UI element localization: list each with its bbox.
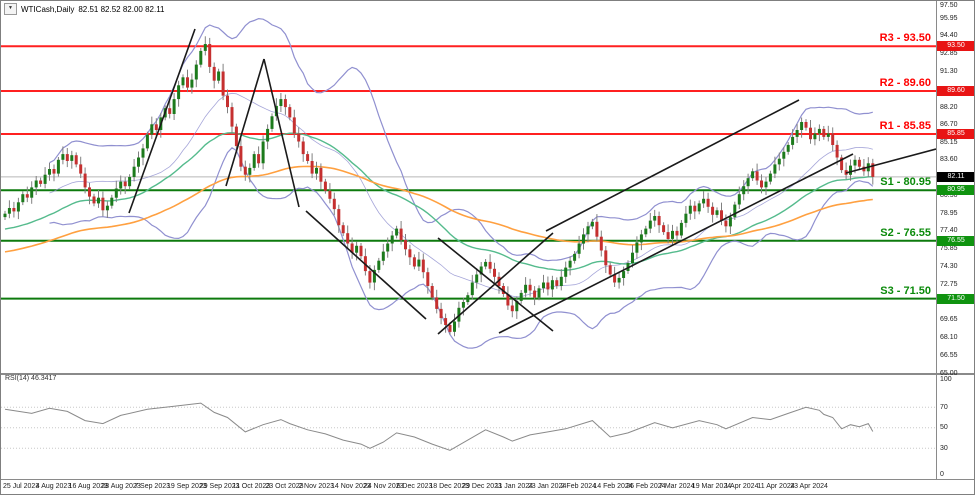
price-tick-label: 72.75 (940, 280, 958, 288)
rsi-tick-label: 70 (940, 403, 948, 411)
price-tick-label: 66.55 (940, 351, 958, 359)
support-price-badge: 80.95 (937, 185, 974, 196)
price-tick-label: 68.10 (940, 334, 958, 342)
ohlc-readout: 82.51 82.52 82.00 82.11 (78, 4, 165, 14)
current-price-badge: 82.11 (937, 171, 974, 182)
level-label-s2: S2 - 76.55 (880, 226, 931, 239)
time-axis-border (1, 479, 974, 480)
time-axis-label: 7 Sep 2023 (134, 483, 170, 490)
price-tick-label: 65.00 (940, 369, 958, 377)
time-axis-label: 26 Feb 2024 (626, 483, 666, 490)
time-axis-label: 14 Nov 2023 (331, 483, 371, 490)
price-tick-label: 74.30 (940, 262, 958, 270)
resistance-price-badge: 89.60 (937, 86, 974, 97)
chevron-down-icon[interactable]: ▼ (4, 3, 17, 15)
time-axis-label: 4 Aug 2023 (35, 483, 72, 490)
price-tick-label: 91.30 (940, 68, 958, 76)
resistance-price-badge: 93.50 (937, 41, 974, 52)
time-axis-label: 29 Sep 2023 (199, 483, 240, 490)
price-tick-label: 75.85 (940, 245, 958, 253)
rsi-tick-label: 0 (940, 471, 944, 478)
price-tick-label: 77.40 (940, 227, 958, 235)
time-axis-label: 23 Jan 2024 (527, 483, 567, 490)
level-label-s1: S1 - 80.95 (880, 176, 931, 189)
price-tick-label: 85.15 (940, 138, 958, 146)
time-axis-label: 11 Oct 2023 (232, 483, 271, 490)
time-axis-label: 11 Jan 2024 (495, 483, 534, 490)
level-label-r1: R1 - 85.85 (879, 120, 931, 133)
price-tick-label: 83.60 (940, 156, 958, 164)
time-axis-label: 24 Nov 2023 (363, 483, 404, 490)
symbol-period-label: WTICash,Daily (21, 4, 75, 14)
level-label-r3: R3 - 93.50 (879, 32, 931, 45)
level-label-r2: R2 - 89.60 (879, 77, 931, 90)
time-axis-label: 28 Aug 2023 (101, 483, 141, 490)
time-axis-label: 7 Mar 2024 (659, 483, 695, 490)
rsi-tick-label: 30 (940, 444, 948, 452)
time-axis-label: 29 Dec 2023 (462, 483, 502, 490)
support-price-badge: 76.55 (937, 235, 974, 246)
price-tick-label: 95.95 (940, 14, 958, 22)
price-tick-label: 80.50 (940, 191, 958, 199)
time-axis-label: 18 Dec 2023 (429, 483, 470, 490)
price-tick-label: 88.20 (940, 103, 958, 111)
time-axis-label: 23 Apr 2024 (790, 483, 828, 490)
time-axis-label: 25 Jul 2023 (3, 483, 40, 490)
time-axis-label: 16 Aug 2023 (68, 483, 108, 490)
time-axis-label: 19 Sep 2023 (167, 483, 207, 490)
time-axis-label: 23 Oct 2023 (265, 483, 304, 490)
chart-title: ▼ WTICash,Daily 82.51 82.52 82.00 82.11 (4, 3, 165, 15)
price-tick-label: 94.40 (940, 32, 958, 40)
rsi-tick-label: 50 (940, 424, 948, 432)
price-pane-canvas[interactable] (1, 1, 936, 373)
support-price-badge: 71.50 (937, 293, 974, 304)
rsi-pane-canvas[interactable] (1, 1, 936, 495)
price-tick-label: 78.95 (940, 209, 958, 217)
time-axis-label: 19 Mar 2024 (691, 483, 732, 490)
time-axis-label: 11 Apr 2024 (757, 483, 795, 490)
level-label-s3: S3 - 71.50 (880, 284, 931, 297)
time-axis-label: 2 Feb 2024 (560, 483, 597, 490)
time-axis-label: 6 Dec 2023 (396, 483, 433, 490)
pane-divider[interactable] (1, 373, 974, 375)
price-tick-label: 97.50 (940, 2, 958, 9)
time-axis-label: 14 Feb 2024 (593, 483, 633, 490)
time-axis-label: 1 Apr 2024 (724, 483, 759, 490)
rsi-indicator-label: RSI(14) 46.3417 (5, 375, 57, 382)
price-tick-label: 92.85 (940, 50, 958, 58)
resistance-price-badge: 85.85 (937, 129, 974, 140)
price-tick-label: 86.70 (940, 120, 958, 128)
rsi-tick-label: 100 (940, 376, 952, 383)
time-axis-label: 2 Nov 2023 (298, 483, 334, 490)
price-tick-label: 69.65 (940, 316, 958, 324)
price-axis-border (936, 1, 937, 480)
